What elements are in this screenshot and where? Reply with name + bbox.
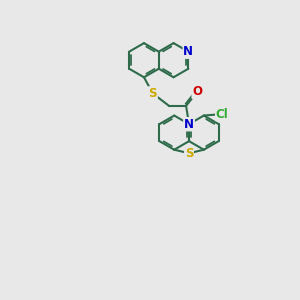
Text: O: O bbox=[192, 85, 202, 98]
Text: S: S bbox=[148, 87, 157, 100]
Text: N: N bbox=[184, 118, 194, 130]
Text: N: N bbox=[184, 118, 194, 130]
Text: S: S bbox=[185, 147, 193, 160]
Text: O: O bbox=[192, 85, 202, 98]
Text: N: N bbox=[184, 118, 194, 130]
Text: Cl: Cl bbox=[216, 108, 228, 121]
Text: S: S bbox=[148, 87, 157, 100]
Text: S: S bbox=[185, 147, 193, 160]
Text: Cl: Cl bbox=[216, 108, 228, 121]
Text: N: N bbox=[183, 45, 193, 58]
Text: N: N bbox=[183, 45, 193, 58]
